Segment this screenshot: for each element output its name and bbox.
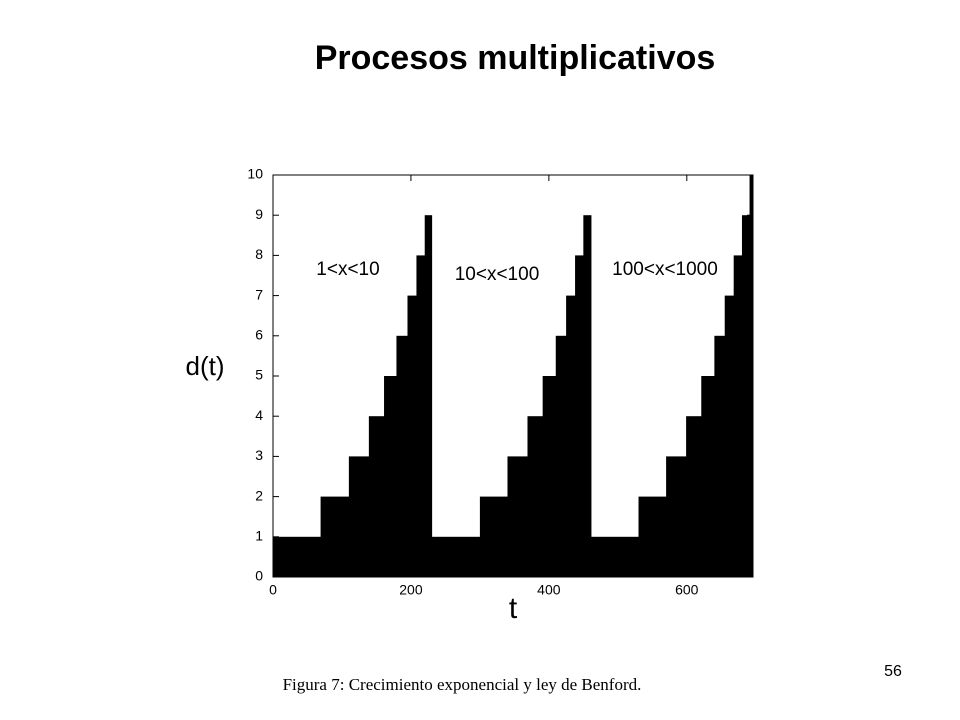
y-tick-label: 5 xyxy=(255,367,263,383)
y-tick-label: 2 xyxy=(255,487,263,503)
y-tick-label: 8 xyxy=(255,246,263,262)
step-bar xyxy=(714,335,726,577)
x-tick-label: 0 xyxy=(269,582,277,598)
step-bar xyxy=(384,376,397,577)
step-bar xyxy=(368,416,385,577)
step-bar xyxy=(733,255,743,577)
step-bar xyxy=(724,295,735,577)
y-tick-label: 7 xyxy=(255,286,263,302)
step-bar xyxy=(424,215,433,577)
step-bar xyxy=(590,536,640,577)
plot-frame xyxy=(272,174,754,578)
step-bar xyxy=(396,335,408,577)
step-bar xyxy=(431,536,481,577)
step-bar xyxy=(555,335,567,577)
y-tick-label: 6 xyxy=(255,327,263,343)
x-axis-label: t xyxy=(509,592,518,625)
step-bar xyxy=(583,215,592,577)
annotation: 10<x<100 xyxy=(455,264,540,285)
y-tick-label: 0 xyxy=(255,568,263,584)
step-bar xyxy=(320,496,350,577)
step-bar xyxy=(638,496,667,577)
x-tick-label: 400 xyxy=(537,582,561,598)
page-number: 56 xyxy=(884,663,902,680)
figure-caption: Figura 7: Crecimiento exponencial y ley … xyxy=(283,675,642,694)
step-bar xyxy=(527,416,544,577)
x-tick-label: 200 xyxy=(399,582,423,598)
y-tick-label: 1 xyxy=(255,528,263,544)
step-bar xyxy=(566,295,576,577)
step-bar xyxy=(701,376,715,577)
annotation: 100<x<1000 xyxy=(612,259,718,280)
y-tick-label: 4 xyxy=(255,407,263,423)
step-bar xyxy=(542,376,557,577)
step-bar xyxy=(741,215,751,577)
step-bar xyxy=(479,496,508,577)
step-bar xyxy=(348,456,370,577)
x-tick-label: 600 xyxy=(675,582,699,598)
step-bar xyxy=(666,456,687,577)
slide-title: Procesos multiplicativos xyxy=(315,39,716,77)
step-bar xyxy=(416,255,426,577)
y-axis-label: d(t) xyxy=(186,351,225,381)
y-tick-label: 9 xyxy=(255,206,263,222)
step-bar xyxy=(575,255,584,577)
step-bar xyxy=(407,295,417,577)
y-tick-label: 3 xyxy=(255,447,263,463)
step-bar xyxy=(273,536,322,577)
y-tick-label: 10 xyxy=(247,166,263,182)
annotation: 1<x<10 xyxy=(316,259,379,280)
step-bar xyxy=(507,456,528,577)
step-bar xyxy=(686,416,702,577)
